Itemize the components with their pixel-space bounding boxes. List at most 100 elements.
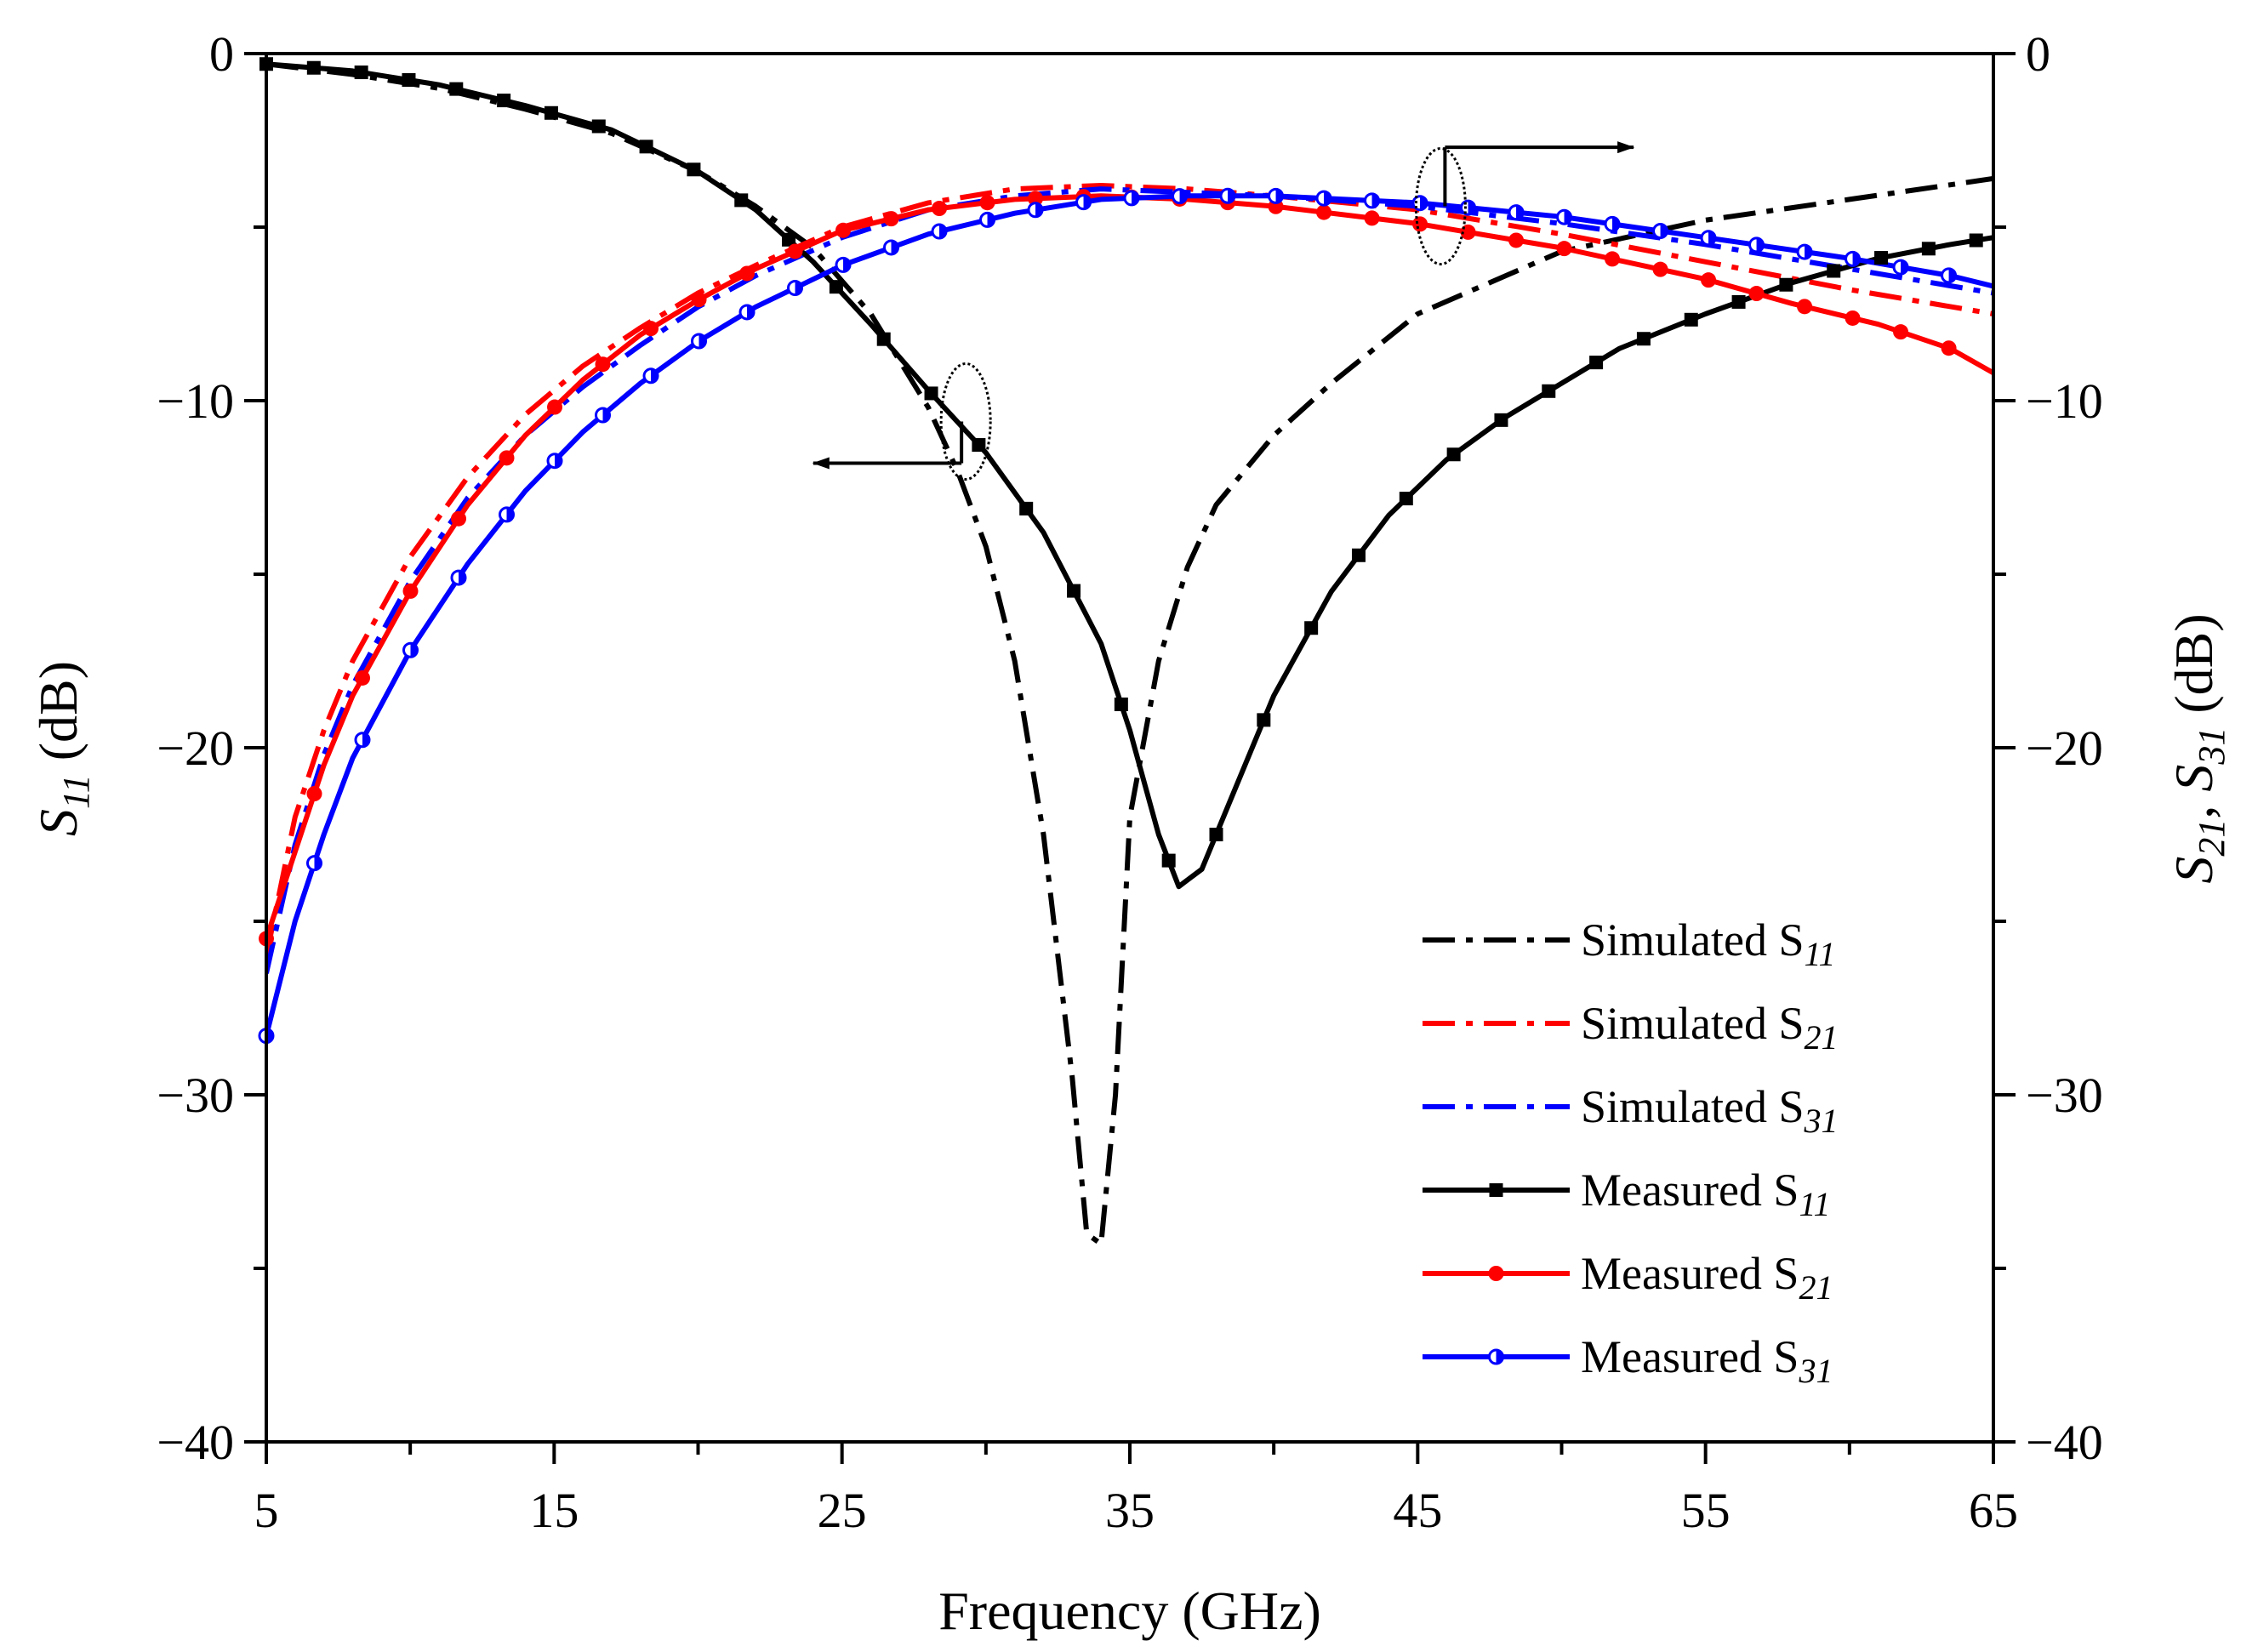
- data-point-circle: [1364, 210, 1380, 226]
- x-tick-label: 35: [1105, 1483, 1155, 1538]
- legend-label-1: Simulated S11: [1581, 914, 1836, 973]
- y-right-sep: ,: [2164, 792, 2224, 819]
- y-left-tick-label: −40: [157, 1415, 234, 1470]
- data-point-circle: [643, 321, 659, 337]
- data-point-square: [639, 140, 653, 154]
- data-point-half-fill: [1083, 195, 1091, 209]
- data-point-square: [449, 82, 464, 96]
- data-point-square: [829, 280, 843, 294]
- data-point-half-fill: [1179, 189, 1187, 203]
- data-point-circle: [451, 510, 467, 527]
- x-axis-title: Frequency (GHz): [938, 1581, 1321, 1641]
- data-point-square: [1921, 242, 1936, 256]
- data-point-half-fill: [1371, 193, 1379, 208]
- legend-label-sub: 31: [1804, 1102, 1839, 1140]
- x-tick-label: 55: [1681, 1483, 1731, 1538]
- data-point-half-fill: [410, 643, 418, 658]
- data-point-circle: [1941, 340, 1957, 356]
- x-tick-label: 15: [529, 1483, 579, 1538]
- data-point-circle: [883, 211, 899, 227]
- axis-ticks: [244, 52, 2016, 1464]
- y-axis-title-left: S11 (dB): [28, 661, 97, 836]
- data-point-half-fill: [1275, 189, 1283, 203]
- data-point-half-fill: [459, 571, 466, 585]
- series-markers-measured-s31: [258, 187, 1958, 1045]
- data-point-square: [1161, 853, 1176, 868]
- legend-label-main: Simulated S: [1581, 1081, 1805, 1132]
- legend-label-sub: 11: [1805, 935, 1836, 973]
- data-point-circle: [1316, 204, 1332, 220]
- data-point-square: [306, 60, 321, 75]
- data-point-circle: [1797, 299, 1813, 315]
- data-point-square: [1731, 294, 1746, 309]
- data-point-circle: [979, 195, 995, 211]
- data-point-square: [354, 66, 368, 80]
- x-tick-label: 45: [1393, 1483, 1442, 1538]
- data-point-square: [687, 162, 701, 177]
- legend-label-sub: 31: [1798, 1352, 1833, 1390]
- data-point-square: [1542, 384, 1556, 398]
- data-point-circle: [1412, 216, 1428, 232]
- series-markers-measured-s11: [259, 57, 1983, 868]
- data-point-circle: [1508, 232, 1525, 248]
- data-point-half-fill: [1564, 210, 1571, 225]
- data-point-square: [1351, 548, 1366, 562]
- legend-label-sub: 21: [1799, 1268, 1833, 1307]
- legend-label-main: Measured S: [1581, 1248, 1799, 1299]
- y-right-tick-label: 0: [2026, 26, 2050, 82]
- y-left-unit: (dB): [28, 661, 88, 774]
- y-right-tick-label: −20: [2026, 721, 2103, 776]
- data-point-circle: [402, 583, 419, 599]
- y-axis-title-right: S21, S31 (dB): [2164, 613, 2232, 883]
- data-point-half-fill: [602, 408, 610, 423]
- legend-label-main: Measured S: [1581, 1165, 1799, 1216]
- data-point-half-fill: [1901, 260, 1908, 275]
- data-point-half-fill: [843, 258, 851, 272]
- tick-labels: 5 15 25 35 45 55 65 0 0 −10 −10 −20 −20 −30 −30 −40 −40: [157, 26, 2102, 1538]
- data-point-square: [1589, 356, 1604, 370]
- data-point-half-fill: [1948, 268, 1956, 282]
- data-point-square: [1489, 1183, 1503, 1197]
- data-point-half-fill: [314, 856, 322, 870]
- data-point-circle: [1652, 261, 1668, 277]
- data-point-square: [402, 73, 416, 88]
- data-point-circle: [932, 201, 948, 217]
- data-point-square: [1067, 584, 1081, 598]
- data-point-half-fill: [1852, 252, 1860, 266]
- data-point-square: [1779, 277, 1793, 292]
- data-point-circle: [1556, 241, 1572, 257]
- data-point-half-fill: [698, 334, 706, 349]
- data-point-half-fill: [1468, 201, 1475, 215]
- data-point-square: [1304, 621, 1319, 635]
- legend-label-2: Simulated S21: [1581, 998, 1839, 1057]
- data-point-square: [1209, 828, 1223, 841]
- data-point-square: [1257, 713, 1271, 727]
- data-point-square: [1494, 413, 1508, 427]
- legend-label-4: Measured S11: [1581, 1165, 1830, 1223]
- y-right-main-1: S: [2164, 857, 2224, 884]
- y-right-tick-label: −10: [2026, 373, 2103, 429]
- y-left-main: S: [28, 809, 88, 836]
- data-point-half-fill: [651, 368, 659, 383]
- data-point-square: [1969, 233, 1983, 248]
- y-right-sub-1: 21: [2191, 819, 2232, 857]
- data-point-circle: [595, 356, 611, 373]
- y-left-tick-label: −20: [157, 721, 234, 776]
- data-point-circle: [306, 786, 322, 802]
- data-point-square: [972, 438, 986, 453]
- data-point-square: [1446, 447, 1461, 462]
- y-right-tick-label: −40: [2026, 1415, 2103, 1470]
- y-left-tick-label: −30: [157, 1068, 234, 1123]
- data-point-half-fill: [939, 225, 947, 239]
- data-point-square: [1827, 264, 1841, 278]
- data-point-half-fill: [795, 281, 802, 295]
- data-point-square: [876, 332, 891, 346]
- data-point-half-fill: [1035, 202, 1043, 217]
- data-point-square: [1399, 492, 1413, 506]
- data-point-circle: [691, 292, 707, 308]
- data-point-square: [591, 119, 606, 134]
- y-left-tick-label: 0: [209, 26, 234, 82]
- data-point-half-fill: [1612, 217, 1620, 231]
- data-point-half-fill: [747, 305, 755, 319]
